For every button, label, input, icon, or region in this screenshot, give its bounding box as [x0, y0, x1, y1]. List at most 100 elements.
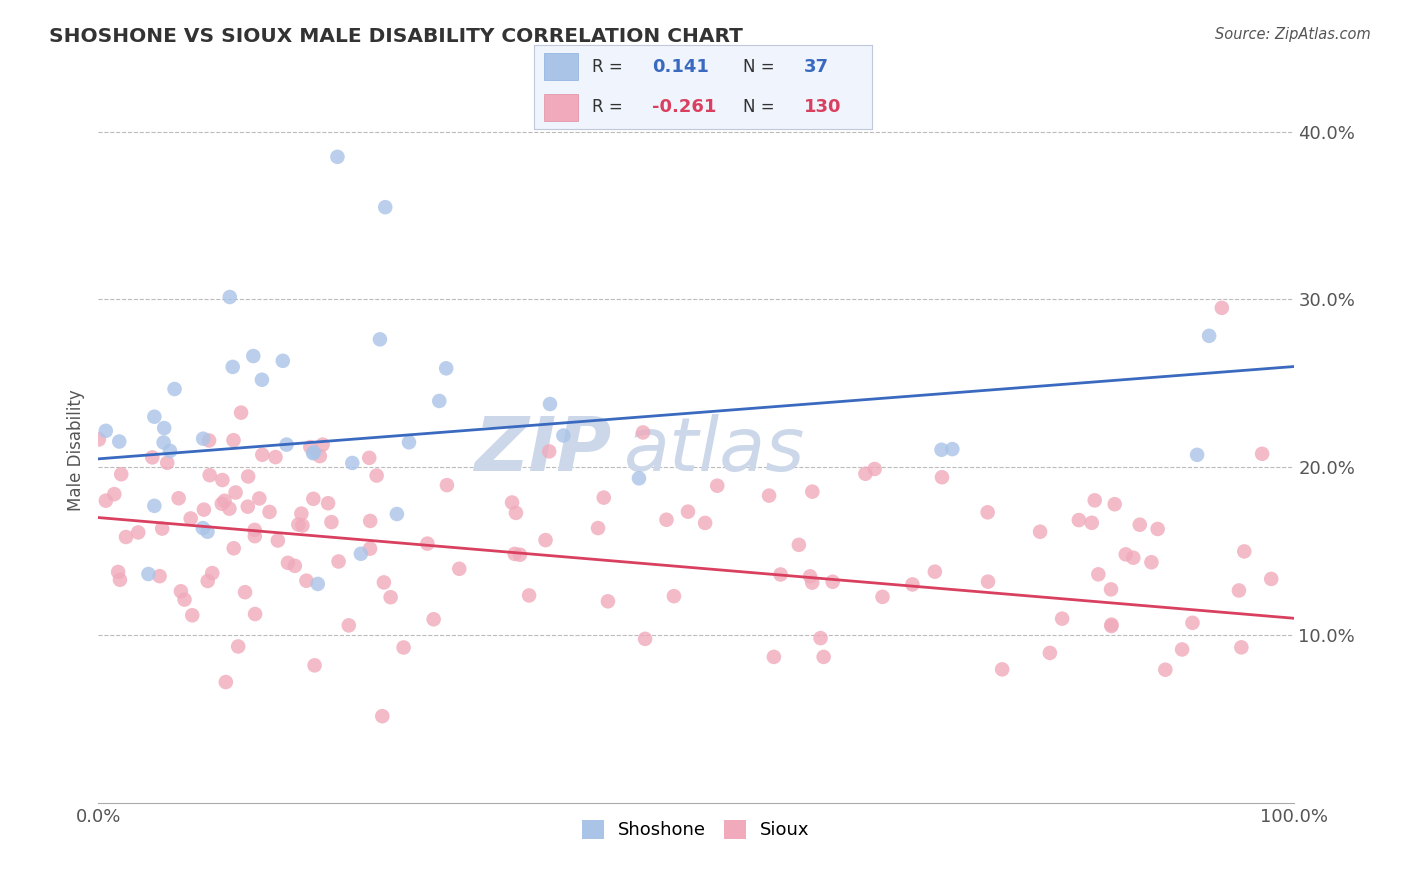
- Point: [1084, 493, 1107, 508]
- Point: [316, 496, 339, 510]
- Point: [152, 435, 174, 450]
- Point: [143, 409, 166, 424]
- Point: [150, 522, 173, 536]
- Point: [141, 450, 163, 465]
- Point: [436, 478, 458, 492]
- Point: [1122, 550, 1144, 565]
- Point: [977, 574, 1000, 589]
- Point: [1198, 329, 1220, 343]
- Point: [758, 489, 780, 503]
- Point: [1171, 642, 1194, 657]
- Point: [534, 533, 557, 547]
- Point: [1251, 447, 1274, 461]
- Point: [277, 556, 299, 570]
- Point: [87, 433, 110, 447]
- Point: [762, 649, 785, 664]
- Point: [801, 575, 824, 590]
- Point: [368, 332, 391, 346]
- Point: [1129, 517, 1152, 532]
- Point: [427, 393, 450, 408]
- Point: [366, 468, 388, 483]
- Point: [180, 511, 202, 525]
- Point: [1067, 513, 1090, 527]
- Point: [225, 485, 247, 500]
- Point: [503, 547, 526, 561]
- Point: [1233, 544, 1256, 558]
- Text: Source: ZipAtlas.com: Source: ZipAtlas.com: [1215, 27, 1371, 42]
- Point: [359, 541, 381, 556]
- Point: [801, 484, 824, 499]
- FancyBboxPatch shape: [544, 94, 578, 120]
- Point: [308, 449, 330, 463]
- Point: [197, 574, 219, 588]
- Point: [924, 565, 946, 579]
- Point: [153, 421, 176, 435]
- Point: [290, 507, 312, 521]
- Point: [138, 567, 160, 582]
- Point: [233, 585, 256, 599]
- Point: [94, 493, 117, 508]
- Point: [941, 442, 963, 456]
- Point: [252, 448, 274, 462]
- Point: [156, 456, 179, 470]
- Point: [193, 502, 215, 516]
- Point: [218, 290, 240, 304]
- Point: [1101, 617, 1123, 632]
- Point: [509, 548, 531, 562]
- Text: R =: R =: [592, 98, 623, 116]
- Point: [385, 507, 408, 521]
- Point: [380, 591, 402, 605]
- Point: [243, 607, 266, 621]
- Point: [422, 612, 444, 626]
- Point: [1185, 448, 1208, 462]
- Point: [976, 505, 998, 519]
- Point: [108, 573, 131, 587]
- Point: [662, 589, 685, 603]
- FancyBboxPatch shape: [544, 54, 578, 80]
- Point: [229, 406, 252, 420]
- Legend: Shoshone, Sioux: Shoshone, Sioux: [575, 813, 817, 847]
- Point: [197, 524, 219, 539]
- Point: [991, 662, 1014, 676]
- Text: 37: 37: [804, 58, 830, 76]
- Point: [222, 434, 245, 448]
- Point: [222, 541, 245, 556]
- Y-axis label: Male Disability: Male Disability: [67, 390, 86, 511]
- Point: [211, 473, 233, 487]
- Point: [416, 536, 439, 550]
- Point: [655, 513, 678, 527]
- Point: [115, 530, 138, 544]
- Point: [108, 434, 131, 449]
- Text: 0.141: 0.141: [652, 58, 709, 76]
- Point: [291, 518, 314, 533]
- Point: [553, 428, 575, 442]
- Point: [167, 491, 190, 506]
- Point: [222, 359, 245, 374]
- Text: ZIP: ZIP: [475, 414, 613, 487]
- Point: [821, 574, 844, 589]
- Point: [181, 608, 204, 623]
- Point: [1029, 524, 1052, 539]
- Point: [267, 533, 290, 548]
- Point: [159, 443, 181, 458]
- Text: N =: N =: [744, 58, 775, 76]
- Point: [302, 491, 325, 506]
- Point: [1211, 301, 1233, 315]
- Point: [350, 547, 373, 561]
- Point: [337, 618, 360, 632]
- Point: [284, 558, 307, 573]
- Point: [1099, 619, 1122, 633]
- Point: [170, 584, 193, 599]
- Point: [631, 425, 654, 440]
- Point: [321, 515, 343, 529]
- Point: [103, 487, 125, 501]
- Point: [191, 521, 214, 535]
- Point: [392, 640, 415, 655]
- Point: [1050, 612, 1073, 626]
- Point: [304, 658, 326, 673]
- Point: [173, 592, 195, 607]
- Point: [110, 467, 132, 482]
- Point: [218, 501, 240, 516]
- Point: [243, 529, 266, 543]
- Point: [198, 468, 221, 483]
